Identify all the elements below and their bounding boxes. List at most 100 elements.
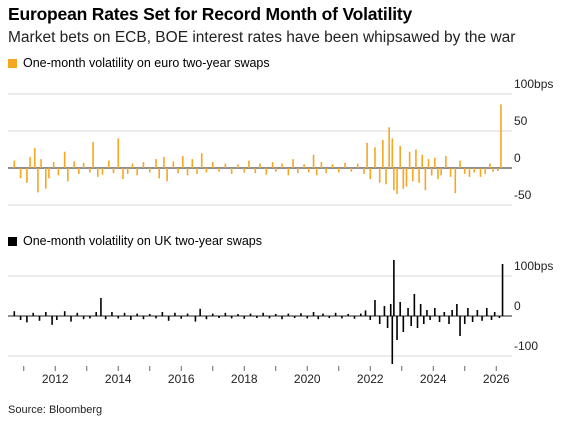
bar-uk-33 — [218, 316, 220, 318]
bar-euro-14 — [78, 168, 80, 174]
bar-euro-7 — [45, 168, 47, 189]
bar-euro-98 — [468, 168, 471, 177]
x-tick-label-2016: 2016 — [168, 372, 195, 386]
bar-euro-83 — [411, 168, 414, 182]
bar-euro-57 — [303, 164, 305, 168]
bar-euro-2 — [26, 168, 28, 183]
bar-euro-59 — [312, 154, 315, 168]
bar-uk-30 — [199, 308, 201, 316]
bar-uk-75 — [426, 310, 428, 316]
source-note: Source: Bloomberg — [8, 404, 103, 416]
bar-uk-65 — [393, 260, 395, 316]
bar-euro-33 — [172, 161, 175, 168]
chart-title: European Rates Set for Record Month of V… — [8, 4, 413, 24]
x-tick-label-2020: 2020 — [294, 372, 321, 386]
bar-uk-69 — [407, 308, 409, 316]
bar-uk-67 — [399, 302, 401, 316]
bar-euro-67 — [356, 163, 359, 168]
bar-euro-70 — [369, 168, 372, 180]
bar-uk-78 — [438, 316, 441, 322]
bar-uk-49 — [317, 316, 320, 320]
bar-euro-100 — [479, 168, 482, 177]
legend-swatch-euro — [8, 58, 17, 68]
bar-uk-47 — [306, 316, 309, 319]
bar-uk-39 — [256, 316, 258, 318]
bar-uk-35 — [230, 316, 233, 319]
bar-uk-31 — [205, 316, 208, 320]
y-tick-uk-2: -100 — [514, 339, 538, 353]
bar-uk-37 — [243, 316, 246, 319]
legend-label-uk: One-month volatility on UK two-year swap… — [23, 234, 262, 248]
bar-euro-95 — [454, 168, 457, 194]
bar-euro-99 — [473, 168, 475, 173]
bar-uk-25 — [167, 316, 170, 321]
bar-uk-84 — [463, 316, 466, 324]
bar-euro-92 — [440, 168, 442, 176]
y-tick-euro-3: -50 — [514, 188, 532, 202]
bar-uk-82 — [456, 304, 458, 316]
bar-euro-90 — [434, 157, 436, 168]
bar-uk-76 — [429, 316, 431, 320]
bar-uk-7 — [56, 316, 58, 320]
panel-euro: 100bps 50 0 -50 — [8, 77, 553, 206]
y-tick-uk-0: 100bps — [514, 259, 553, 273]
bar-euro-17 — [92, 142, 94, 168]
bar-uk-43 — [281, 316, 283, 320]
bar-euro-71 — [374, 147, 376, 168]
bar-euro-35 — [182, 156, 184, 168]
legend-uk: One-month volatility on UK two-year swap… — [8, 234, 262, 248]
bar-uk-92 — [498, 316, 501, 318]
bar-euro-61 — [320, 162, 323, 168]
bar-uk-26 — [174, 312, 176, 316]
bar-uk-59 — [374, 300, 376, 316]
bar-euro-41 — [211, 162, 214, 168]
bar-uk-72 — [416, 316, 419, 328]
bar-euro-15 — [82, 162, 85, 168]
bar-uk-11 — [82, 316, 85, 320]
bar-uk-17 — [117, 316, 120, 319]
bar-euro-54 — [287, 168, 290, 176]
bar-euro-37 — [191, 159, 194, 168]
bar-uk-12 — [89, 316, 91, 319]
bar-euro-5 — [37, 168, 39, 193]
bar-euro-101 — [484, 168, 487, 174]
bar-euro-52 — [274, 168, 277, 172]
bar-uk-79 — [443, 312, 446, 316]
bar-uk-19 — [130, 316, 132, 320]
bar-euro-20 — [108, 160, 110, 168]
bar-euro-13 — [73, 161, 75, 168]
bar-euro-104 — [497, 168, 499, 171]
bar-uk-2 — [26, 316, 28, 323]
bar-uk-29 — [194, 316, 197, 322]
bar-euro-105 — [500, 104, 502, 168]
bar-euro-72 — [378, 168, 381, 183]
bar-uk-73 — [419, 304, 422, 316]
bar-uk-46 — [300, 313, 302, 316]
bar-euro-38 — [196, 168, 198, 174]
y-tick-euro-2: 0 — [514, 151, 521, 165]
bar-euro-42 — [218, 168, 220, 172]
bar-uk-85 — [467, 308, 469, 316]
bar-euro-27 — [142, 162, 145, 168]
bar-uk-62 — [386, 316, 389, 328]
bar-euro-40 — [205, 168, 208, 173]
bar-uk-23 — [155, 316, 157, 319]
bar-euro-73 — [382, 139, 384, 168]
bar-euro-91 — [437, 168, 439, 180]
bar-euro-74 — [385, 168, 387, 185]
bar-euro-82 — [408, 151, 411, 168]
bar-uk-14 — [100, 298, 102, 316]
bar-euro-87 — [424, 168, 427, 191]
bar-euro-48 — [254, 168, 257, 174]
bar-uk-56 — [360, 313, 362, 316]
bar-uk-64 — [391, 316, 394, 364]
bar-euro-29 — [155, 159, 157, 168]
bar-euro-24 — [126, 168, 129, 174]
bar-euro-76 — [391, 138, 394, 168]
bar-uk-66 — [396, 316, 398, 340]
legend-label-euro: One-month volatility on euro two-year sw… — [23, 56, 270, 70]
bar-uk-36 — [237, 314, 239, 316]
bar-euro-93 — [445, 156, 447, 168]
bar-uk-24 — [161, 312, 164, 316]
